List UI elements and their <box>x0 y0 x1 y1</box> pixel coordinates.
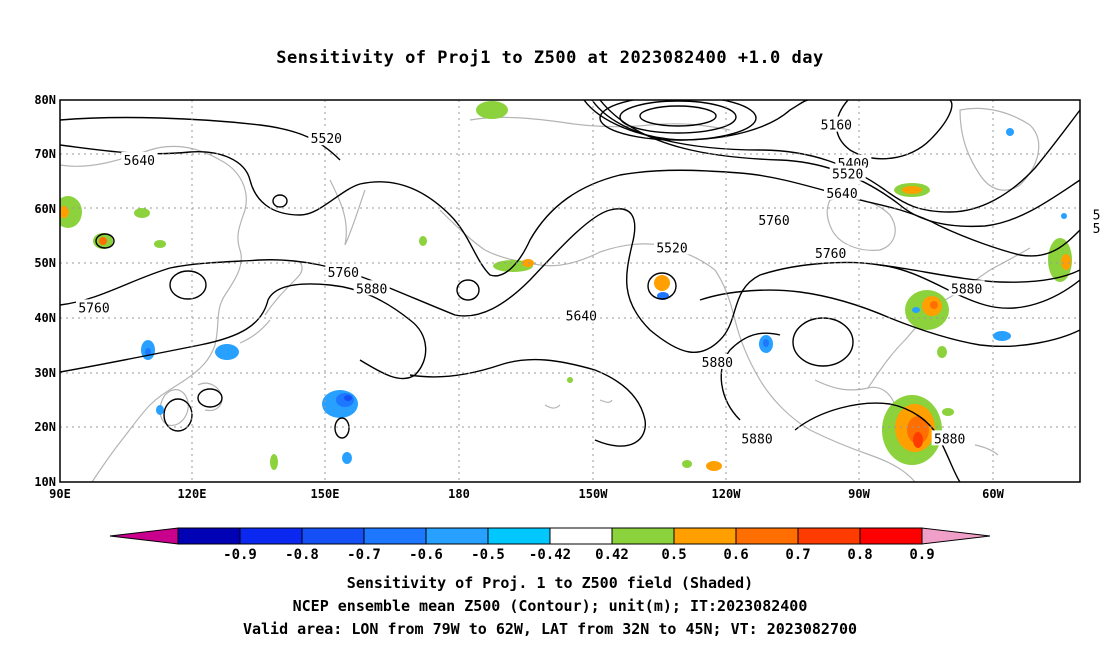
lat-label: 80N <box>34 93 56 107</box>
lon-axis: 90E 120E 150E 180 150W 120W 90W 60W <box>49 487 1004 501</box>
lon-label: 90W <box>848 487 870 501</box>
contour-label-bg <box>812 244 849 260</box>
contour-label: 5880 <box>934 432 965 447</box>
colorbar-label: -0.42 <box>529 547 571 563</box>
caption-shading: Sensitivity of Proj. 1 to Z500 field (Sh… <box>346 574 754 592</box>
colorbar-min-arrow <box>109 527 179 545</box>
lat-label: 30N <box>34 366 56 380</box>
lon-label: 120E <box>178 487 207 501</box>
lat-label: 40N <box>34 311 56 325</box>
contour-label: 5760 <box>758 214 789 229</box>
figure-title: Sensitivity of Proj1 to Z500 at 20230824… <box>276 48 824 68</box>
contour-label-bg <box>308 130 345 146</box>
contour-label-bg <box>563 307 600 323</box>
caption-contour: NCEP ensemble mean Z500 (Contour); unit(… <box>292 597 808 615</box>
colorbar-label: -0.6 <box>409 547 443 563</box>
colorbar-label: 0.5 <box>661 547 686 563</box>
colorbar-box <box>363 527 427 545</box>
colorbar-label: -0.5 <box>471 547 505 563</box>
contour-label: 5760 <box>815 247 846 262</box>
contour-label-bg <box>353 280 390 296</box>
contour-label: 5640 <box>826 187 857 202</box>
contour-label-bg <box>948 280 985 296</box>
contour-label-bg <box>824 184 860 200</box>
shading-positive <box>60 101 1072 471</box>
lon-label: 180 <box>448 487 470 501</box>
contour-label: 5160 <box>821 119 852 134</box>
contour-label: 5520 <box>1093 222 1100 237</box>
colorbar-label: 0.42 <box>595 547 629 563</box>
caption-valid-area: Valid area: LON from 79W to 62W, LAT fro… <box>242 620 858 638</box>
colorbar-box <box>859 527 923 545</box>
contour-label: 5880 <box>741 432 772 447</box>
contour-label: 5520 <box>656 241 687 256</box>
contour-label: 5520 <box>311 132 342 147</box>
colorbar-label: 0.7 <box>785 547 810 563</box>
colorbar-box <box>549 527 613 545</box>
contour-label: 5760 <box>328 266 359 281</box>
colorbar-box <box>673 527 737 545</box>
lon-label: 150E <box>311 487 340 501</box>
contour-label-bg <box>76 299 112 315</box>
contour-label: 5400 <box>1093 209 1100 224</box>
lat-label: 70N <box>34 147 56 161</box>
colorbar-label: 0.8 <box>847 547 872 563</box>
colorbar-box <box>487 527 551 545</box>
colorbar-label: -0.7 <box>347 547 381 563</box>
contour-label-bg <box>739 430 775 446</box>
shading-negative <box>141 128 1067 464</box>
colorbar-box <box>735 527 799 545</box>
contour-label-bg <box>325 263 362 279</box>
contour-label-bg <box>121 152 158 168</box>
colorbar-box <box>611 527 675 545</box>
contour-label-bg <box>829 165 866 181</box>
contour-label: 5640 <box>124 154 155 169</box>
lon-label: 120W <box>712 487 742 501</box>
lat-label: 10N <box>34 475 56 489</box>
colorbar-max-arrow <box>921 527 991 545</box>
lon-label: 60W <box>982 487 1004 501</box>
lat-label: 20N <box>34 420 56 434</box>
contour-label-bg <box>931 430 968 446</box>
contour-label-bg <box>818 116 855 132</box>
colorbar-box <box>425 527 489 545</box>
lon-label: 150W <box>579 487 609 501</box>
colorbar-box <box>239 527 303 545</box>
colorbar-box <box>177 527 241 545</box>
contour-label-bg <box>654 239 690 255</box>
lat-label: 60N <box>34 202 56 216</box>
colorbar-label: 0.9 <box>909 547 934 563</box>
lat-label: 50N <box>34 256 56 270</box>
lat-axis: 80N 70N 60N 50N 40N 30N 20N 10N <box>34 93 56 489</box>
colorbar-box <box>301 527 365 545</box>
contour-label: 5520 <box>832 168 863 183</box>
contour-label-bg <box>699 353 736 369</box>
colorbar: -0.9 -0.8 -0.7 -0.6 -0.5 -0.42 0.42 0.5 0.6 0.7 0.… <box>109 527 991 563</box>
contour-label-bg <box>756 212 792 228</box>
contour-label: 5880 <box>356 282 387 297</box>
lon-label: 90E <box>49 487 71 501</box>
contour-label-bg <box>1090 220 1100 236</box>
sensitivity-shading <box>60 101 1072 471</box>
contour-label: 5880 <box>702 356 733 371</box>
contour-label: 5880 <box>951 282 982 297</box>
colorbar-label: 0.6 <box>723 547 748 563</box>
map-frame <box>59 99 1081 483</box>
contour-label-bg <box>1090 206 1100 222</box>
colorbar-box <box>797 527 861 545</box>
contour-label: 5760 <box>78 301 109 316</box>
colorbar-label: -0.9 <box>223 547 257 563</box>
colorbar-label: -0.8 <box>285 547 319 563</box>
contour-label: 5640 <box>566 310 597 325</box>
